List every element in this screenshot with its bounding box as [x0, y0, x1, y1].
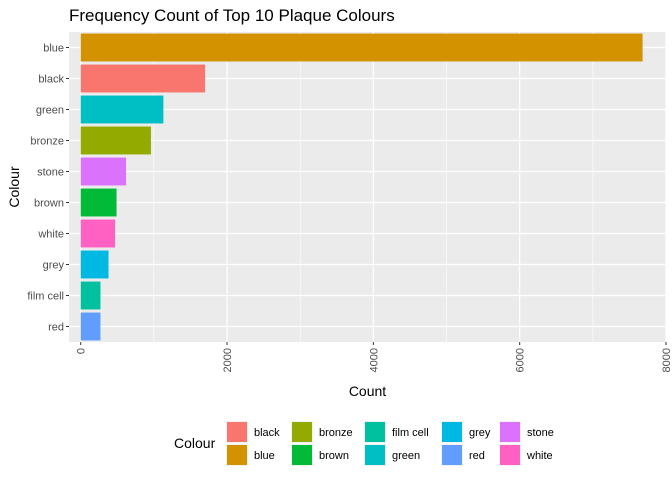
- category-label: film cell: [27, 291, 64, 303]
- bar-green: [80, 95, 164, 124]
- legend-label: brown: [319, 450, 349, 462]
- bar-film-cell: [80, 281, 101, 310]
- legend-swatch: [365, 422, 385, 442]
- legend-label: blue: [254, 450, 275, 462]
- legend-swatch: [500, 445, 520, 465]
- x-tick-label: 4000: [368, 348, 380, 372]
- chart-title: Frequency Count of Top 10 Plaque Colours: [69, 6, 395, 25]
- y-axis-title: Colour: [6, 166, 22, 208]
- legend-swatch: [227, 422, 247, 442]
- bar-grey: [80, 250, 109, 279]
- bar-stone: [80, 157, 127, 186]
- legend-label: red: [469, 450, 485, 462]
- legend-label: grey: [469, 427, 491, 439]
- category-label: grey: [43, 260, 65, 272]
- category-label: white: [37, 229, 64, 241]
- x-tick-label: 8000: [661, 348, 672, 372]
- legend-title: Colour: [174, 435, 216, 451]
- x-tick-label: 2000: [222, 348, 234, 372]
- legend-swatch: [442, 445, 462, 465]
- x-tick-label: 0: [76, 348, 88, 354]
- bar-bronze: [80, 126, 151, 155]
- bar-white: [80, 219, 116, 248]
- category-label: brown: [34, 198, 64, 210]
- category-label: green: [36, 105, 64, 117]
- legend-swatch: [227, 445, 247, 465]
- category-label: red: [48, 322, 64, 334]
- x-axis-title: Count: [349, 383, 386, 399]
- bar-black: [80, 64, 206, 93]
- legend-swatch: [365, 445, 385, 465]
- legend-label: green: [392, 450, 420, 462]
- legend-swatch: [500, 422, 520, 442]
- category-label: stone: [37, 167, 64, 179]
- legend-label: black: [254, 427, 280, 439]
- x-tick-labels: 0 2000 4000 6000 8000: [76, 342, 672, 372]
- legend-label: film cell: [392, 427, 429, 439]
- category-labels: blue black green bronze stone brown white grey f…: [27, 43, 69, 334]
- bar-red: [80, 312, 101, 341]
- legend-swatch: [292, 445, 312, 465]
- x-tick-label: 6000: [515, 348, 527, 372]
- category-label: blue: [43, 43, 64, 55]
- legend-label: stone: [527, 427, 554, 439]
- legend-label: white: [526, 450, 553, 462]
- category-label: bronze: [30, 136, 64, 148]
- bar-brown: [80, 188, 117, 217]
- bars: [80, 33, 643, 341]
- legend: Colour black blue bronze brown film cell gree…: [174, 421, 554, 466]
- legend-swatch: [292, 422, 312, 442]
- bar-blue: [80, 33, 643, 62]
- legend-swatch: [442, 422, 462, 442]
- category-label: black: [38, 74, 64, 86]
- legend-label: bronze: [319, 427, 353, 439]
